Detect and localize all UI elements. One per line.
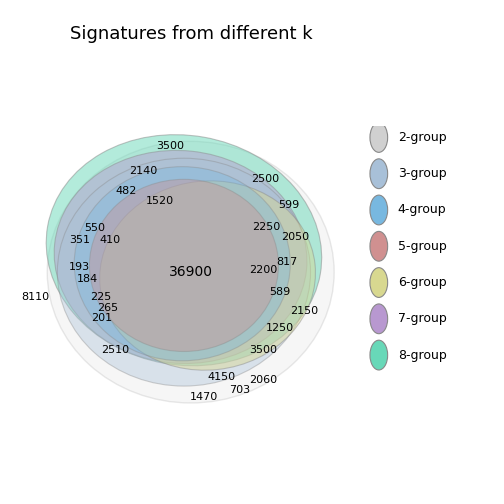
Text: 265: 265 bbox=[97, 302, 118, 312]
Text: 351: 351 bbox=[69, 235, 90, 245]
Text: 36900: 36900 bbox=[169, 265, 213, 279]
Text: Signatures from different k: Signatures from different k bbox=[70, 25, 313, 43]
Text: 1250: 1250 bbox=[266, 323, 294, 333]
Text: 8-group: 8-group bbox=[398, 349, 447, 361]
Text: 4-group: 4-group bbox=[398, 204, 447, 217]
Text: 1470: 1470 bbox=[190, 392, 218, 402]
Text: 193: 193 bbox=[69, 262, 90, 272]
Circle shape bbox=[370, 159, 388, 188]
Ellipse shape bbox=[89, 179, 279, 351]
Text: 3-group: 3-group bbox=[398, 167, 447, 180]
Text: 410: 410 bbox=[99, 235, 120, 245]
Text: 5-group: 5-group bbox=[398, 240, 447, 253]
Text: 3500: 3500 bbox=[156, 141, 184, 151]
Text: 8110: 8110 bbox=[21, 292, 49, 302]
Text: 2250: 2250 bbox=[253, 222, 281, 232]
Ellipse shape bbox=[57, 158, 310, 386]
Text: 2500: 2500 bbox=[251, 174, 279, 184]
Text: 703: 703 bbox=[229, 385, 250, 395]
Text: 2050: 2050 bbox=[281, 232, 309, 242]
Text: 4150: 4150 bbox=[207, 372, 235, 382]
Text: 1520: 1520 bbox=[146, 196, 174, 206]
Text: 2140: 2140 bbox=[130, 166, 158, 176]
Text: 599: 599 bbox=[278, 200, 299, 210]
Ellipse shape bbox=[47, 141, 334, 403]
Text: 225: 225 bbox=[91, 292, 112, 302]
Text: 2-group: 2-group bbox=[398, 131, 447, 144]
Text: 550: 550 bbox=[84, 223, 105, 233]
Ellipse shape bbox=[54, 150, 307, 363]
Text: 2200: 2200 bbox=[249, 266, 277, 276]
Ellipse shape bbox=[46, 135, 322, 366]
Circle shape bbox=[370, 304, 388, 334]
Text: 589: 589 bbox=[270, 287, 291, 297]
Circle shape bbox=[370, 340, 388, 370]
Ellipse shape bbox=[74, 167, 290, 361]
Ellipse shape bbox=[100, 181, 316, 370]
Text: 482: 482 bbox=[116, 186, 137, 196]
Text: 7-group: 7-group bbox=[398, 312, 447, 325]
Text: 6-group: 6-group bbox=[398, 276, 447, 289]
Text: 3500: 3500 bbox=[249, 345, 277, 355]
Text: 184: 184 bbox=[77, 274, 98, 284]
Circle shape bbox=[370, 231, 388, 261]
Circle shape bbox=[370, 268, 388, 297]
Text: 201: 201 bbox=[91, 312, 112, 323]
Text: 2510: 2510 bbox=[101, 345, 129, 355]
Circle shape bbox=[370, 122, 388, 152]
Circle shape bbox=[370, 195, 388, 225]
Text: 817: 817 bbox=[276, 257, 297, 267]
Text: 2060: 2060 bbox=[249, 375, 277, 385]
Text: 2150: 2150 bbox=[290, 306, 318, 316]
